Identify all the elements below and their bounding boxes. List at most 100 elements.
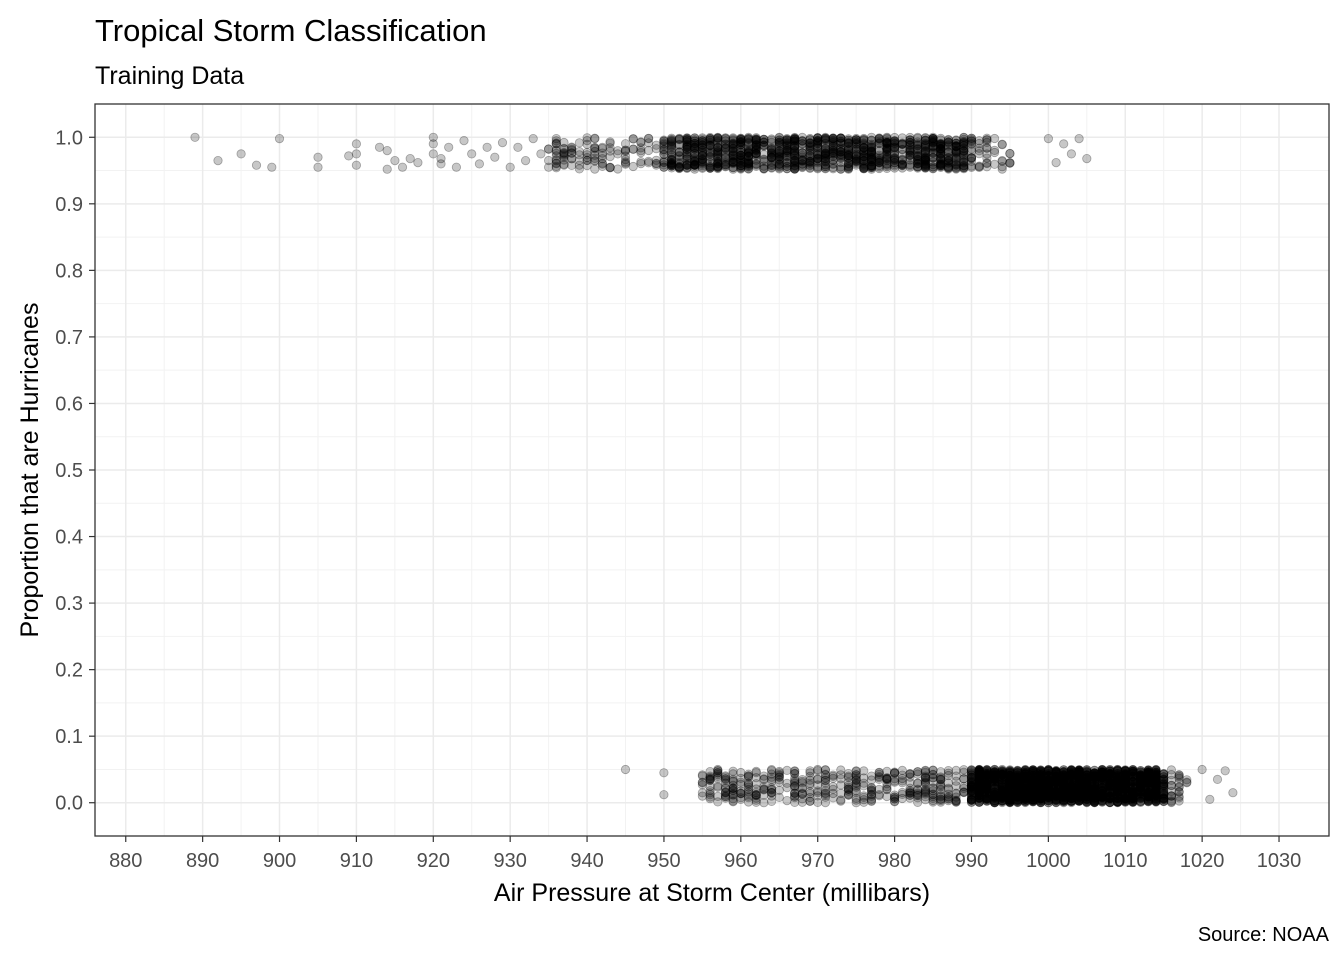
data-point [1174,782,1184,793]
data-point [874,146,884,156]
data-point [620,159,631,169]
data-point [805,148,815,158]
data-point [774,139,784,149]
data-point [1036,785,1046,795]
x-tick-label: 940 [570,850,603,872]
data-point [820,144,831,154]
data-point [567,148,577,158]
data-point [690,153,700,163]
data-point [905,140,915,150]
data-point [736,158,746,168]
data-point [743,148,754,158]
data-point [666,154,677,164]
data-point [920,163,931,173]
data-point [928,162,938,172]
data-point [736,152,746,163]
data-point [936,149,946,160]
data-point [666,147,677,157]
data-point [559,151,569,161]
data-point [559,160,569,170]
data-point [736,138,746,148]
data-point [682,163,692,173]
data-point [1051,794,1061,805]
data-point [920,154,931,164]
data-point [1113,787,1123,797]
data-point [374,142,385,152]
data-point [551,159,561,169]
data-point [705,149,715,159]
data-point [866,135,877,145]
data-point [805,156,815,166]
data-point [743,155,754,165]
data-point [1012,766,1023,776]
data-point [936,145,946,156]
data-point [936,794,946,804]
data-point [697,136,708,146]
data-point [936,139,946,149]
data-point [774,163,784,173]
data-point [805,157,815,167]
data-point [905,149,915,159]
data-point [897,155,907,165]
data-point [736,161,746,171]
data-point [1166,796,1177,806]
data-point [866,146,877,156]
data-point [851,766,861,776]
data-point [1120,777,1130,787]
data-point [697,140,708,150]
data-point [766,135,777,145]
data-point [605,163,615,173]
data-point [782,765,792,776]
data-point [959,154,969,164]
data-point [882,153,892,163]
data-point [743,147,754,157]
data-point [651,155,661,165]
data-point [682,147,692,157]
data-point [659,145,669,155]
data-point [728,139,738,149]
data-point [905,138,915,148]
data-point [790,142,800,152]
data-point [736,150,746,160]
data-point [766,153,777,163]
data-point [774,156,784,166]
data-point [859,766,869,776]
x-tick-label: 1010 [1103,850,1148,872]
data-point [874,163,884,174]
data-point [951,148,961,158]
data-point [889,160,900,170]
data-point [936,140,946,150]
data-point [551,145,561,155]
chart-subtitle: Training Data [95,62,244,90]
data-point [882,149,892,159]
data-point [936,158,946,168]
data-point [797,154,807,165]
data-point [659,162,669,172]
data-point [836,143,846,153]
data-point [344,151,354,161]
data-point [1005,771,1015,781]
data-point [790,160,800,170]
data-point [928,164,938,174]
data-point [797,156,807,166]
data-point [713,133,723,143]
data-point [851,156,861,166]
data-point [897,160,907,170]
data-point [790,791,800,801]
data-point [543,144,554,154]
data-point [982,158,992,169]
data-point [851,135,861,145]
data-point [705,163,715,173]
data-point [866,150,877,160]
data-point [666,150,677,161]
data-point [613,146,623,156]
data-point [805,140,815,151]
data-point [959,787,969,798]
data-point [651,159,661,169]
data-point [951,145,961,155]
data-point [859,146,869,156]
data-point [882,152,892,163]
data-point [905,162,915,172]
data-point [705,137,715,147]
